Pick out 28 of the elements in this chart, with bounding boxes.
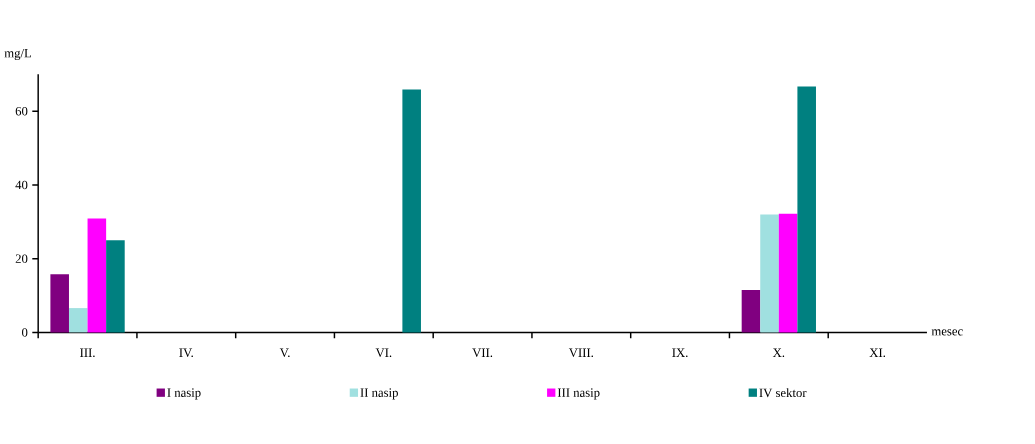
legend-label: III nasip <box>557 388 600 400</box>
bar <box>741 290 761 333</box>
bar <box>797 86 816 333</box>
legend-label: I nasip <box>167 388 201 400</box>
bar <box>760 214 779 333</box>
x-tick-label: V. <box>279 348 290 358</box>
x-tick-label: VII. <box>472 348 493 358</box>
bar <box>778 213 798 333</box>
bar <box>402 89 421 333</box>
y-axis-title: mg/L <box>4 49 32 61</box>
x-tick-label: X. <box>772 348 785 358</box>
x-tick-label: III. <box>80 348 95 358</box>
y-tick-label: 20 <box>15 254 28 264</box>
x-tick-label: IX. <box>672 348 688 358</box>
x-axis-title: mesec <box>931 329 963 336</box>
legend-label: IV sektor <box>759 388 807 398</box>
bar <box>50 274 69 333</box>
x-tick-label: XI. <box>869 348 886 358</box>
legend-label: II nasip <box>360 388 398 400</box>
bar <box>87 218 107 333</box>
x-tick-label: VIII. <box>568 348 593 358</box>
bar <box>106 240 125 333</box>
y-tick-label: 0 <box>22 328 28 337</box>
y-tick-label: 60 <box>15 106 28 116</box>
bar <box>68 308 88 333</box>
x-tick-label: IV. <box>179 348 193 358</box>
x-tick-label: VI. <box>375 348 392 358</box>
y-tick-label: 40 <box>15 180 28 190</box>
